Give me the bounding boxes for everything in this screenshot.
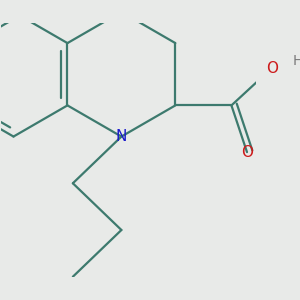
Text: O: O: [241, 145, 253, 160]
Text: O: O: [266, 61, 278, 76]
Text: N: N: [116, 129, 127, 144]
Text: H: H: [293, 53, 300, 68]
